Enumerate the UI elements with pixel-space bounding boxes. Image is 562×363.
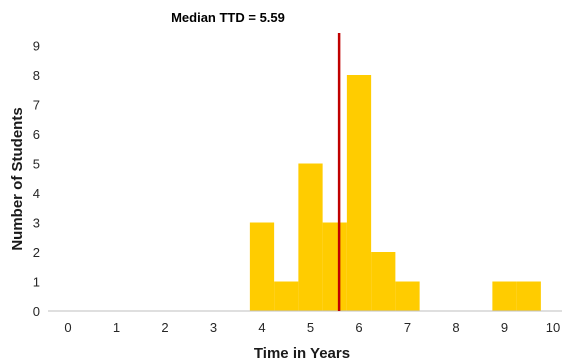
bar-8 <box>516 281 541 311</box>
x-tick-label-9: 9 <box>501 320 508 335</box>
bar-2 <box>298 163 323 311</box>
y-tick-label-8: 8 <box>33 68 40 83</box>
y-tick-labels: 0 1 2 3 4 5 6 7 8 9 <box>33 39 40 320</box>
y-tick-label-9: 9 <box>33 39 40 54</box>
x-tick-label-6: 6 <box>355 320 362 335</box>
y-tick-label-0: 0 <box>33 304 40 319</box>
y-tick-label-4: 4 <box>33 186 40 201</box>
x-tick-label-5: 5 <box>307 320 314 335</box>
y-tick-label-6: 6 <box>33 127 40 142</box>
bar-3 <box>322 222 347 311</box>
y-tick-label-2: 2 <box>33 245 40 260</box>
y-tick-label-1: 1 <box>33 275 40 290</box>
x-tick-label-1: 1 <box>113 320 120 335</box>
x-tick-label-0: 0 <box>64 320 71 335</box>
y-tick-label-3: 3 <box>33 216 40 231</box>
x-tick-labels: 0 1 2 3 4 5 6 7 8 9 10 <box>64 320 560 335</box>
x-axis-title: Time in Years <box>254 345 350 362</box>
x-tick-label-10: 10 <box>546 320 560 335</box>
bar-0 <box>249 222 275 311</box>
median-annotation: Median TTD = 5.59 <box>171 10 285 25</box>
x-tick-label-3: 3 <box>210 320 217 335</box>
y-tick-label-7: 7 <box>33 98 40 113</box>
bars-group <box>249 75 541 311</box>
x-tick-label-4: 4 <box>258 320 265 335</box>
y-tick-label-5: 5 <box>33 157 40 172</box>
bar-4 <box>346 75 372 311</box>
y-axis-title: Number of Students <box>9 107 26 250</box>
x-tick-label-8: 8 <box>452 320 459 335</box>
bar-5 <box>371 252 396 311</box>
bar-1 <box>274 281 299 311</box>
bar-6 <box>395 281 420 311</box>
x-tick-label-2: 2 <box>161 320 168 335</box>
bar-7 <box>492 281 517 311</box>
x-tick-label-7: 7 <box>404 320 411 335</box>
